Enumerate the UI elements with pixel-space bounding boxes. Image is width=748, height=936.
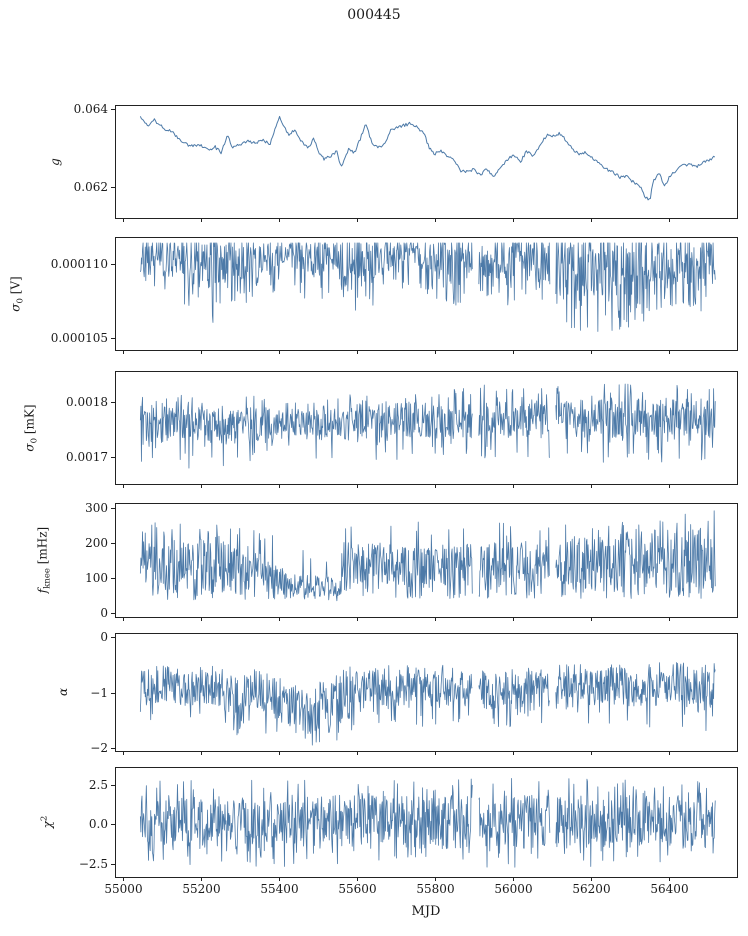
y-axis-label-part: [mHz]: [35, 526, 50, 569]
x-axis-label: MJD: [411, 904, 441, 919]
y-axis-label-part: σ: [8, 303, 23, 312]
axes-box-sigma0-millikelvin: [115, 371, 738, 485]
y-tick-label: 0.000110: [50, 256, 108, 271]
y-axis-label-sigma0-millikelvin: σ0 [mK]: [22, 404, 39, 451]
data-line-chi2: [478, 778, 551, 868]
x-tick-label: 55600: [338, 882, 377, 896]
y-tick-label: 100: [85, 570, 108, 585]
axes-box-gain: [115, 105, 738, 219]
x-tick-label: 56400: [650, 882, 689, 896]
axes-box-alpha: [115, 633, 738, 752]
y-tick-label: 0: [100, 629, 108, 644]
data-line-sigma0-volts: [478, 242, 551, 306]
data-line-fknee: [139, 521, 473, 602]
data-line-sigma0-millikelvin: [139, 388, 473, 469]
y-tick-label: 0: [100, 605, 108, 620]
x-tick-label: 55200: [182, 882, 221, 896]
y-tick-label: 0.0018: [66, 394, 108, 409]
y-tick-label: 0.0017: [66, 449, 108, 464]
data-line-fknee: [555, 510, 716, 599]
y-tick-label: 0.062: [73, 179, 108, 194]
y-axis-label-part: 0: [29, 437, 40, 443]
data-line-sigma0-millikelvin: [555, 383, 716, 463]
data-line-sigma0-volts: [555, 242, 716, 332]
y-tick-label: 200: [85, 535, 108, 550]
y-axis-label-chi2: χ2: [40, 816, 55, 829]
axes-box-fknee: [115, 503, 738, 618]
y-axis-label-part: g: [48, 157, 62, 166]
y-axis-label-part: f: [35, 588, 50, 594]
data-line-alpha: [478, 667, 550, 728]
y-tick-label: −2.5: [78, 856, 108, 871]
y-axis-label-sigma0-volts: σ0 [V]: [8, 276, 25, 311]
y-tick-label: 0.0: [88, 816, 108, 831]
data-line-gain: [139, 115, 716, 201]
y-axis-label-part: [mK]: [22, 403, 37, 438]
y-axis-label-fknee: fknee [mHz]: [35, 527, 52, 593]
y-axis-label-part: χ: [40, 821, 55, 829]
x-tick-label: 55000: [104, 882, 143, 896]
axes-box-sigma0-volts: [115, 237, 738, 351]
data-line-alpha: [555, 662, 716, 732]
figure-title: 000445: [347, 7, 401, 23]
y-tick-label: 0.000105: [50, 330, 108, 345]
data-line-fknee: [478, 522, 551, 599]
data-line-sigma0-volts: [139, 242, 473, 323]
y-axis-label-part: 2: [39, 815, 50, 822]
y-tick-label: 0.064: [73, 101, 108, 116]
y-axis-label-gain: g: [48, 158, 62, 166]
axes-box-chi2: [115, 767, 738, 878]
data-line-chi2: [139, 778, 473, 867]
x-tick-label: 56200: [572, 882, 611, 896]
x-tick-label: 55400: [260, 882, 299, 896]
y-axis-label-part: [V]: [8, 275, 23, 298]
y-tick-label: −1: [90, 685, 108, 700]
y-tick-label: 2.5: [88, 777, 108, 792]
x-tick-label: 56000: [494, 882, 533, 896]
data-line-chi2: [555, 778, 716, 867]
y-axis-label-part: σ: [22, 442, 37, 452]
y-axis-label-part: 0: [15, 297, 26, 304]
y-axis-label-part: knee: [42, 568, 53, 589]
data-line-sigma0-millikelvin: [478, 384, 550, 459]
y-tick-label: 300: [85, 500, 108, 515]
y-tick-label: −2: [90, 740, 108, 755]
y-axis-label-part: α: [56, 687, 70, 697]
y-axis-label-alpha: α: [56, 688, 70, 696]
data-line-alpha: [139, 664, 473, 746]
x-tick-label: 55800: [416, 882, 455, 896]
